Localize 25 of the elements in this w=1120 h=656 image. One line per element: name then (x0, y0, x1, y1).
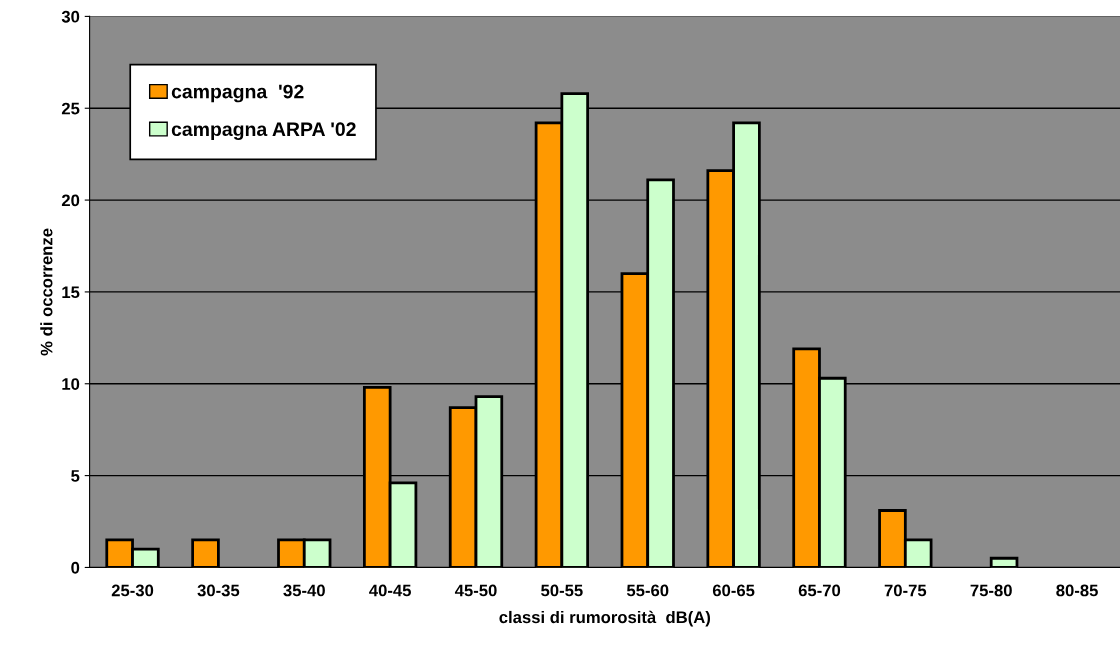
y-tick-label: 25 (61, 102, 80, 115)
x-tick-label: 80-85 (1056, 584, 1098, 597)
x-tick-label: 75-80 (970, 584, 1012, 597)
y-tick-label: 15 (62, 286, 80, 299)
legend-label: campagna ARPA '02 (171, 122, 356, 141)
x-tick-label: 30-35 (197, 584, 240, 597)
x-axis-title: classi di rumorosità dB(A) (499, 610, 711, 627)
legend-label: campagna '92 (171, 84, 304, 103)
x-tick-label: 70-75 (884, 584, 927, 597)
x-tick-label: 45-50 (454, 584, 497, 597)
y-tick-label: 5 (71, 470, 80, 482)
y-tick-label: 20 (61, 194, 80, 207)
y-axis-title: % di occorrenze (40, 228, 53, 356)
x-tick-label: 65-70 (798, 584, 841, 597)
x-tick-label: 25-30 (111, 584, 154, 597)
x-tick-label: 35-40 (283, 584, 325, 597)
x-tick-label: 50-55 (541, 584, 583, 597)
bar (989, 556, 1019, 568)
bar (191, 538, 220, 568)
x-tick-label: 40-45 (369, 584, 411, 597)
y-tick-label: 0 (71, 561, 80, 574)
y-tick-label: 10 (62, 378, 80, 390)
x-tick-label: 55-60 (626, 584, 669, 597)
x-tick-label: 60-65 (712, 584, 755, 597)
y-tick-label: 30 (61, 10, 80, 23)
